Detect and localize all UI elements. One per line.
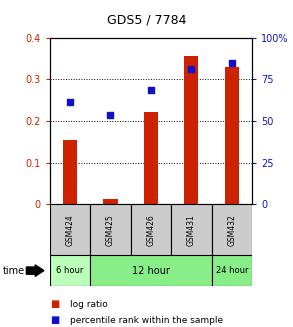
Text: 24 hour: 24 hour: [216, 266, 248, 275]
Text: GSM425: GSM425: [106, 214, 115, 246]
Bar: [50, 255, 90, 286]
Text: GSM432: GSM432: [227, 214, 236, 246]
Bar: [212, 204, 252, 255]
Bar: [212, 255, 252, 286]
Text: 6 hour: 6 hour: [56, 266, 84, 275]
Text: GSM424: GSM424: [66, 214, 74, 246]
Bar: [50, 204, 90, 255]
Bar: [90, 204, 131, 255]
Text: GSM426: GSM426: [146, 214, 155, 246]
Bar: [225, 67, 239, 204]
Text: GSM431: GSM431: [187, 214, 196, 246]
Point: [108, 112, 113, 117]
Bar: [63, 140, 77, 204]
Text: ■: ■: [50, 316, 59, 325]
Point: [229, 61, 234, 66]
Bar: [171, 204, 212, 255]
Text: GDS5 / 7784: GDS5 / 7784: [107, 13, 186, 26]
Point: [149, 87, 153, 92]
Bar: [90, 255, 212, 286]
Bar: [103, 199, 117, 204]
Text: 12 hour: 12 hour: [132, 266, 170, 276]
Point: [68, 100, 72, 105]
Text: percentile rank within the sample: percentile rank within the sample: [70, 316, 224, 325]
Bar: [144, 112, 158, 204]
Text: time: time: [3, 266, 25, 276]
Bar: [184, 56, 198, 204]
Point: [189, 66, 194, 72]
Text: log ratio: log ratio: [70, 300, 108, 309]
Text: ■: ■: [50, 299, 59, 309]
Bar: [131, 204, 171, 255]
